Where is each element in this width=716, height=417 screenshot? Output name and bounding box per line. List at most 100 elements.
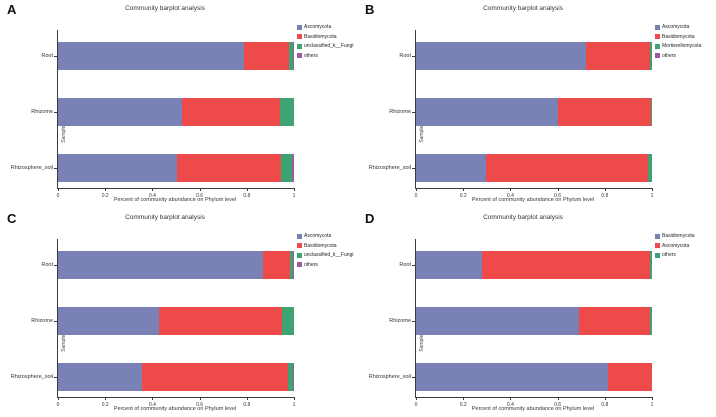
panel-d: D Community barplot analysis Samples Root Rh… (358, 209, 716, 417)
x-axis-tick-label: 0.8 (243, 402, 251, 408)
legend-item: Basidiomycota (655, 233, 695, 239)
legend-item: Basidiomycota (297, 34, 353, 40)
y-axis-tick (412, 112, 415, 113)
bar-segment-basidiomycota (141, 363, 289, 391)
category-label: Root (41, 53, 53, 59)
panel-letter: A (7, 2, 17, 17)
x-axis-label: Percent of community abundance on Phylum… (113, 197, 237, 203)
stacked-bar-root (416, 42, 652, 70)
x-axis-tick-label: 0.8 (243, 193, 251, 199)
stacked-bar-rhizosphere_soil (58, 363, 294, 391)
legend-swatch-ascomycota (297, 24, 302, 30)
x-axis-tick (416, 188, 417, 191)
bar-segment-others (292, 154, 294, 182)
x-axis-tick (246, 188, 248, 191)
bar-segment-mortierellomycota (648, 154, 652, 182)
x-axis-tick-label: 0.2 (459, 402, 467, 408)
bar-segment-ascomycota (58, 363, 142, 391)
x-axis-tick (246, 397, 248, 400)
x-axis-tick-label: 0 (56, 402, 60, 408)
bar-segment-others (292, 363, 294, 391)
x-axis-tick (152, 188, 154, 191)
stacked-bar-rhizosphere_soil (416, 363, 652, 391)
legend-item: Ascomycota (655, 24, 701, 30)
plot-area: Samples Root Rhizome Rhizosphere_soil 0 0.2 0.… (11, 30, 295, 199)
panel-letter: C (7, 211, 17, 226)
bar-segment-unclassified_k__fungi (289, 251, 294, 279)
legend-item: others (655, 53, 701, 59)
legend-label: Ascomycota (662, 24, 690, 30)
stacked-bar-rhizome (58, 307, 294, 335)
x-axis-tick (152, 397, 154, 400)
x-axis-tick-label: 0.2 (101, 193, 109, 199)
legend: Basidiomycota Ascomycota others (655, 233, 695, 262)
y-axis-tick (412, 168, 415, 169)
x-axis-tick-label: 0.6 (196, 193, 204, 199)
x-axis-tick (604, 188, 606, 191)
plot-area: Samples Root Rhizome Rhizosphere_soil 0 0.2 0.… (369, 239, 653, 408)
x-axis-tick (105, 188, 107, 191)
bar-segment-unclassified_k__fungi (289, 42, 293, 70)
legend: Ascomycota Basidiomycota unclassified_k__F… (297, 233, 353, 271)
bar-segment-ascomycota (416, 154, 486, 182)
legend-swatch-unclassified_k__fungi (297, 43, 302, 49)
y-axis-tick (54, 56, 57, 57)
x-axis-tick-label: 0.2 (459, 193, 467, 199)
legend-swatch-basidiomycota (655, 233, 660, 239)
legend-label: Basidiomycota (304, 242, 337, 249)
bar-segment-unclassified_k__fungi (288, 363, 293, 391)
y-axis-tick (412, 321, 415, 322)
category-label: Rhizosphere_soil (10, 165, 53, 171)
category-label: Root (41, 262, 53, 268)
x-axis-tick (557, 397, 559, 400)
y-axis-tick (54, 377, 57, 378)
legend-label: Mortierellomycota (662, 43, 702, 49)
category-label: Rhizosphere_soil (368, 374, 411, 380)
y-axis-tick (54, 321, 57, 322)
panel-title: Community barplot analysis (483, 214, 563, 221)
y-axis-tick (412, 56, 415, 57)
legend-swatch-others (655, 53, 660, 58)
legend-swatch-ascomycota (655, 243, 660, 248)
bar-segment-others (650, 307, 652, 335)
x-axis-tick (416, 397, 417, 400)
category-label: Rhizosphere_soil (10, 374, 53, 380)
legend-item: Ascomycota (297, 233, 353, 239)
bar-segment-basidiomycota (416, 251, 483, 279)
x-axis-tick (510, 188, 512, 191)
panel-title: Community barplot analysis (125, 214, 205, 221)
stacked-bar-root (58, 42, 294, 70)
x-axis-tick (652, 397, 653, 400)
category-label: Rhizome (389, 318, 411, 324)
x-axis-tick-label: 0 (414, 193, 418, 199)
legend-item: Basidiomycota (655, 34, 701, 40)
legend-swatch-others (655, 252, 660, 258)
x-axis-tick-label: 0.2 (101, 402, 109, 408)
legend-item: Basidiomycota (297, 243, 353, 249)
bar-segment-ascomycota (58, 251, 264, 279)
bar-segment-ascomycota (416, 42, 586, 70)
x-axis-tick-label: 0 (56, 193, 60, 199)
category-label: Rhizome (31, 109, 53, 115)
plot-area: Samples Root Rhizome Rhizosphere_soil 0 0.2 0.… (11, 239, 295, 408)
legend-label: others (662, 52, 676, 59)
panel-b: B Community barplot analysis Samples Root Rh… (358, 0, 716, 208)
x-axis-tick-label: 0.4 (506, 402, 514, 408)
category-label: Rhizosphere_soil (368, 165, 411, 171)
stacked-bar-root (58, 251, 294, 279)
panel-title: Community barplot analysis (125, 5, 205, 12)
bar-segment-ascomycota (578, 307, 651, 335)
legend-item: unclassified_k__Fungi (297, 43, 353, 49)
legend-label: Basidiomycota (304, 33, 337, 40)
x-axis-tick (652, 188, 653, 191)
x-axis-tick (105, 397, 107, 400)
bar-segment-basidiomycota (159, 307, 283, 335)
x-axis-tick (604, 397, 606, 400)
bar-segment-basidiomycota (416, 363, 609, 391)
bar-segment-mortierellomycota (649, 42, 652, 70)
x-axis-tick (294, 397, 295, 400)
legend-label: Ascomycota (304, 233, 332, 239)
bar-segment-others (650, 251, 652, 279)
bar-segment-basidiomycota (263, 251, 290, 279)
legend-label: unclassified_k__Fungi (304, 252, 354, 258)
